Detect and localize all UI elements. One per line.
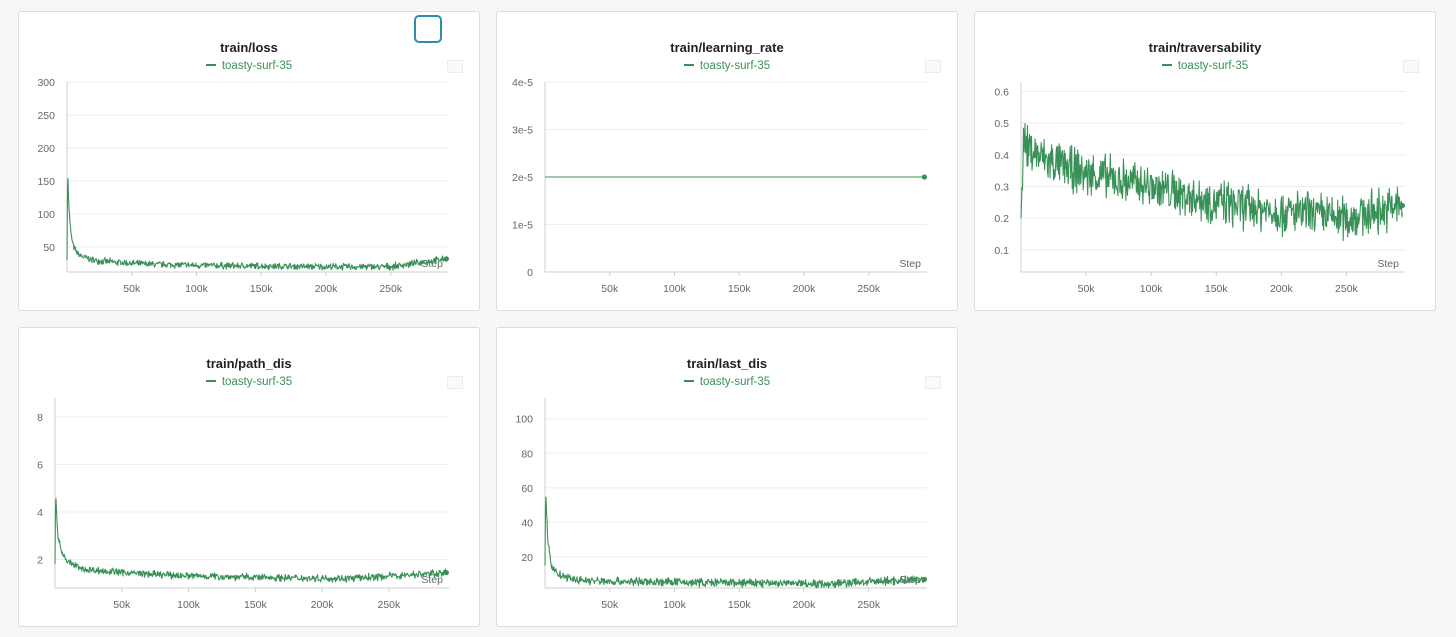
x-tick-label: 50k [123, 283, 141, 295]
legend-label: toasty-surf-35 [221, 60, 293, 72]
legend-line-icon [1161, 63, 1172, 66]
x-tick-label: 50k [601, 283, 619, 295]
x-tick-label: 100k [663, 283, 687, 295]
legend-label: toasty-surf-35 [221, 376, 293, 388]
x-axis-label: Step [1377, 258, 1399, 270]
y-tick-label: 150 [37, 176, 55, 188]
x-tick-label: 250k [379, 283, 403, 295]
y-tick-label: 0.6 [994, 87, 1009, 99]
x-tick-label: 250k [857, 283, 881, 295]
legend-line-icon [205, 63, 216, 66]
legend-menu-icon[interactable] [447, 376, 463, 389]
legend-menu-icon[interactable] [447, 60, 463, 73]
chart-panel-train-path-dis: train/path_dis toasty-surf-35 2 4 6 8 50k 100… [18, 327, 480, 627]
series-last-point [443, 569, 449, 576]
x-tick-label: 250k [378, 599, 402, 611]
legend-menu-icon[interactable] [925, 376, 941, 389]
series-line-toasty-surf-35 [54, 498, 447, 583]
x-tick-label: 150k [728, 283, 752, 295]
y-tick-label: 8 [37, 412, 43, 424]
chart-title: train/loss [220, 40, 278, 55]
chart-title: train/path_dis [206, 356, 292, 371]
chart-panel-train-last-dis: train/last_dis toasty-surf-35 20 40 60 80 10… [496, 327, 958, 627]
x-tick-label: 150k [244, 599, 268, 611]
panel-focus-outline[interactable] [414, 15, 442, 43]
x-tick-label: 250k [857, 599, 881, 611]
y-tick-label: 200 [37, 143, 55, 155]
y-tick-label: 2e-5 [512, 172, 533, 184]
series-last-point [921, 174, 928, 180]
x-tick-label: 100k [185, 283, 209, 295]
x-tick-label: 150k [250, 283, 274, 295]
y-tick-label: 2 [37, 555, 43, 567]
y-tick-label: 0.3 [994, 182, 1009, 194]
legend-menu-icon[interactable] [1403, 60, 1419, 73]
chart-title: train/learning_rate [670, 40, 784, 55]
x-tick-label: 150k [1205, 283, 1229, 295]
chart-title: train/last_dis [686, 356, 768, 371]
legend-line-icon [205, 379, 216, 382]
chart-panel-train-learning-rate: train/learning_rate toasty-surf-35 0 1e-5… [496, 11, 958, 311]
legend-line-icon [683, 63, 694, 66]
y-tick-label: 4e-5 [512, 77, 533, 89]
x-tick-label: 200k [1270, 283, 1294, 295]
legend-label: toasty-surf-35 [699, 376, 771, 388]
y-tick-label: 100 [37, 209, 55, 221]
chart-legend[interactable]: toasty-surf-35 [19, 60, 479, 72]
y-tick-label: 0.1 [994, 245, 1009, 257]
x-tick-label: 200k [311, 599, 335, 611]
chart-legend[interactable]: toasty-surf-35 [497, 376, 957, 388]
legend-line-icon [683, 379, 694, 382]
y-tick-label: 20 [521, 552, 533, 564]
y-tick-label: 300 [37, 77, 55, 89]
y-tick-label: 0.5 [994, 118, 1009, 130]
x-tick-label: 100k [663, 599, 687, 611]
series-line-toasty-surf-35 [1020, 122, 1403, 242]
chart-legend[interactable]: toasty-surf-35 [497, 60, 957, 72]
x-tick-label: 200k [793, 599, 817, 611]
line-chart-train-path-dis[interactable]: 2 4 6 8 50k 100k 150k 200k 250k Step [19, 328, 481, 628]
chart-panel-train-traversability: train/traversability toasty-surf-35 0.1 0… [974, 11, 1436, 311]
series-line-toasty-surf-35 [66, 177, 447, 271]
line-chart-train-learning-rate[interactable]: 0 1e-5 2e-5 3e-5 4e-5 50k 100k 150k 200k 250k Step [497, 12, 959, 312]
y-tick-label: 4 [37, 507, 43, 519]
x-axis-label: Step [421, 574, 443, 586]
chart-legend[interactable]: toasty-surf-35 [975, 60, 1435, 72]
x-axis-label: Step [899, 258, 921, 270]
x-tick-label: 150k [728, 599, 752, 611]
legend-label: toasty-surf-35 [1177, 60, 1249, 72]
chart-panel-train-loss: train/loss toasty-surf-35 50 100 150 200 250… [18, 11, 480, 311]
x-tick-label: 200k [793, 283, 817, 295]
y-tick-label: 250 [37, 110, 55, 122]
y-tick-label: 0 [527, 267, 533, 279]
series-last-point [921, 576, 928, 582]
x-tick-label: 250k [1335, 283, 1359, 295]
x-tick-label: 50k [113, 599, 131, 611]
series-last-point [443, 256, 450, 262]
x-tick-label: 100k [177, 599, 201, 611]
x-tick-label: 50k [601, 599, 619, 611]
line-chart-train-traversability[interactable]: 0.1 0.2 0.3 0.4 0.5 0.6 50k 100k 150k 200k 250k Ste… [975, 12, 1437, 312]
y-tick-label: 50 [43, 242, 55, 254]
y-tick-label: 0.4 [994, 150, 1009, 162]
y-tick-label: 40 [521, 517, 533, 529]
y-tick-label: 6 [37, 460, 43, 472]
y-tick-label: 100 [515, 414, 533, 426]
chart-title: train/traversability [1148, 40, 1262, 55]
chart-legend[interactable]: toasty-surf-35 [19, 376, 479, 388]
legend-label: toasty-surf-35 [699, 60, 771, 72]
y-tick-label: 60 [521, 483, 533, 495]
y-tick-label: 80 [521, 448, 533, 460]
x-tick-label: 200k [315, 283, 339, 295]
series-line-toasty-surf-35 [544, 496, 925, 589]
y-tick-label: 0.2 [994, 213, 1009, 225]
x-tick-label: 100k [1140, 283, 1164, 295]
series-last-point [1399, 202, 1405, 209]
legend-menu-icon[interactable] [925, 60, 941, 73]
y-tick-label: 1e-5 [512, 220, 533, 232]
y-tick-label: 3e-5 [512, 125, 533, 137]
x-tick-label: 50k [1078, 283, 1096, 295]
